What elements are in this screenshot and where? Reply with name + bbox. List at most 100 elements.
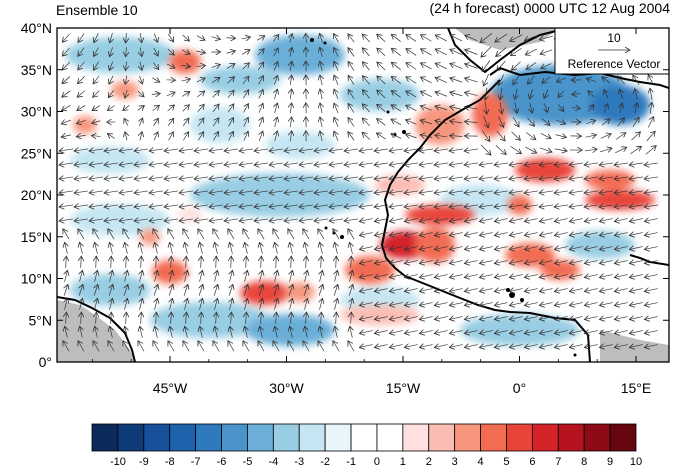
wind-vector bbox=[228, 118, 233, 127]
wind-vector bbox=[449, 177, 464, 179]
wind-vector bbox=[509, 345, 523, 348]
wind-vector bbox=[449, 275, 463, 278]
wind-vector bbox=[153, 341, 160, 352]
wind-vector bbox=[155, 326, 158, 338]
wind-vector bbox=[540, 50, 553, 54]
wind-vector bbox=[421, 35, 432, 42]
wind-vector bbox=[389, 247, 403, 250]
wind-vector bbox=[511, 61, 521, 70]
wind-vector bbox=[389, 261, 403, 264]
wind-vector bbox=[389, 345, 403, 348]
wind-vector bbox=[89, 177, 104, 179]
wind-vector bbox=[510, 47, 522, 55]
wind-vector bbox=[539, 191, 554, 193]
wind-vector bbox=[359, 331, 373, 334]
wind-vector bbox=[185, 326, 188, 338]
wind-vector bbox=[303, 341, 310, 352]
wind-vector bbox=[80, 298, 83, 310]
colorbar-label: 2 bbox=[426, 456, 432, 468]
wind-vector bbox=[320, 298, 323, 310]
wind-vector bbox=[406, 63, 417, 70]
wind-vector bbox=[465, 35, 478, 42]
wind-vector bbox=[320, 75, 322, 86]
wind-vector bbox=[494, 163, 509, 165]
wind-vector bbox=[524, 275, 538, 278]
wind-vector bbox=[243, 341, 250, 352]
wind-vector bbox=[377, 62, 386, 71]
wind-vector bbox=[284, 219, 299, 221]
wind-vector bbox=[179, 149, 194, 151]
wind-vector bbox=[539, 205, 554, 207]
colorbar-swatch bbox=[609, 423, 637, 452]
wind-vector bbox=[209, 219, 224, 221]
wind-vector bbox=[434, 205, 449, 207]
wind-vector bbox=[374, 331, 388, 334]
wind-vector bbox=[480, 144, 491, 155]
wind-vector bbox=[95, 242, 98, 254]
wind-vector bbox=[629, 191, 644, 193]
wind-vector bbox=[139, 284, 143, 296]
wind-vector bbox=[275, 298, 278, 310]
wind-vector bbox=[359, 191, 374, 193]
wind-vector bbox=[134, 219, 149, 221]
wind-vector bbox=[348, 103, 355, 113]
wind-vector bbox=[650, 102, 652, 114]
wind-vector bbox=[584, 233, 598, 236]
colorbar-swatch bbox=[428, 423, 456, 452]
colorbar-label: -3 bbox=[294, 456, 304, 468]
wind-vector bbox=[569, 191, 584, 193]
wind-vector bbox=[155, 298, 158, 310]
wind-vector bbox=[171, 312, 172, 324]
wind-vector bbox=[254, 205, 269, 207]
wind-vector bbox=[464, 177, 479, 179]
wind-vector bbox=[329, 205, 344, 207]
wind-vector bbox=[374, 275, 388, 278]
wind-vector bbox=[124, 284, 128, 296]
wind-vector bbox=[124, 118, 128, 126]
wind-vector bbox=[602, 77, 611, 84]
wind-vector bbox=[109, 284, 113, 296]
wind-vector bbox=[274, 62, 278, 71]
wind-vector bbox=[554, 219, 568, 222]
wind-vector bbox=[406, 35, 417, 42]
wind-vector bbox=[419, 247, 433, 250]
wind-vector bbox=[226, 64, 235, 69]
wind-vector bbox=[91, 136, 101, 137]
wind-vector bbox=[584, 177, 599, 179]
wind-vector bbox=[527, 117, 535, 126]
wind-vector bbox=[449, 247, 463, 250]
wind-vector bbox=[406, 120, 417, 125]
wind-vector bbox=[164, 149, 179, 151]
wind-vector bbox=[391, 134, 402, 139]
wind-vector bbox=[239, 205, 254, 207]
wind-vector bbox=[391, 105, 402, 112]
wind-vector bbox=[258, 341, 265, 352]
wind-vector bbox=[509, 219, 523, 222]
wind-vector bbox=[404, 205, 419, 207]
wind-vector bbox=[239, 219, 254, 221]
wind-vector bbox=[599, 317, 613, 320]
wind-vector bbox=[479, 163, 494, 165]
colorbar: -10 -9 -8 -7 -6 -5 -4 -3 -2 -1 0 1 2 3 4 5 6 7 8 9 10 bbox=[91, 423, 642, 468]
colorbar-label: -4 bbox=[268, 456, 278, 468]
wind-vector bbox=[450, 92, 463, 96]
wind-vector bbox=[389, 205, 404, 207]
wind-vector bbox=[497, 116, 503, 128]
reference-vector-label: Reference Vector bbox=[568, 57, 661, 71]
wind-vector bbox=[419, 317, 433, 320]
wind-vector bbox=[374, 233, 388, 236]
wind-vector bbox=[224, 177, 239, 179]
wind-vector bbox=[259, 117, 263, 127]
wind-vector bbox=[404, 289, 418, 292]
wind-vector bbox=[554, 331, 568, 334]
wind-vector bbox=[650, 88, 652, 100]
wind-vector bbox=[434, 275, 448, 278]
wind-vector bbox=[584, 275, 598, 278]
wind-vector bbox=[644, 233, 658, 236]
wind-vector bbox=[569, 331, 583, 334]
wind-vector bbox=[465, 49, 478, 55]
wind-vector bbox=[290, 298, 293, 310]
wind-vector bbox=[320, 270, 323, 282]
wind-vector bbox=[419, 191, 434, 193]
wind-vector bbox=[434, 191, 449, 193]
